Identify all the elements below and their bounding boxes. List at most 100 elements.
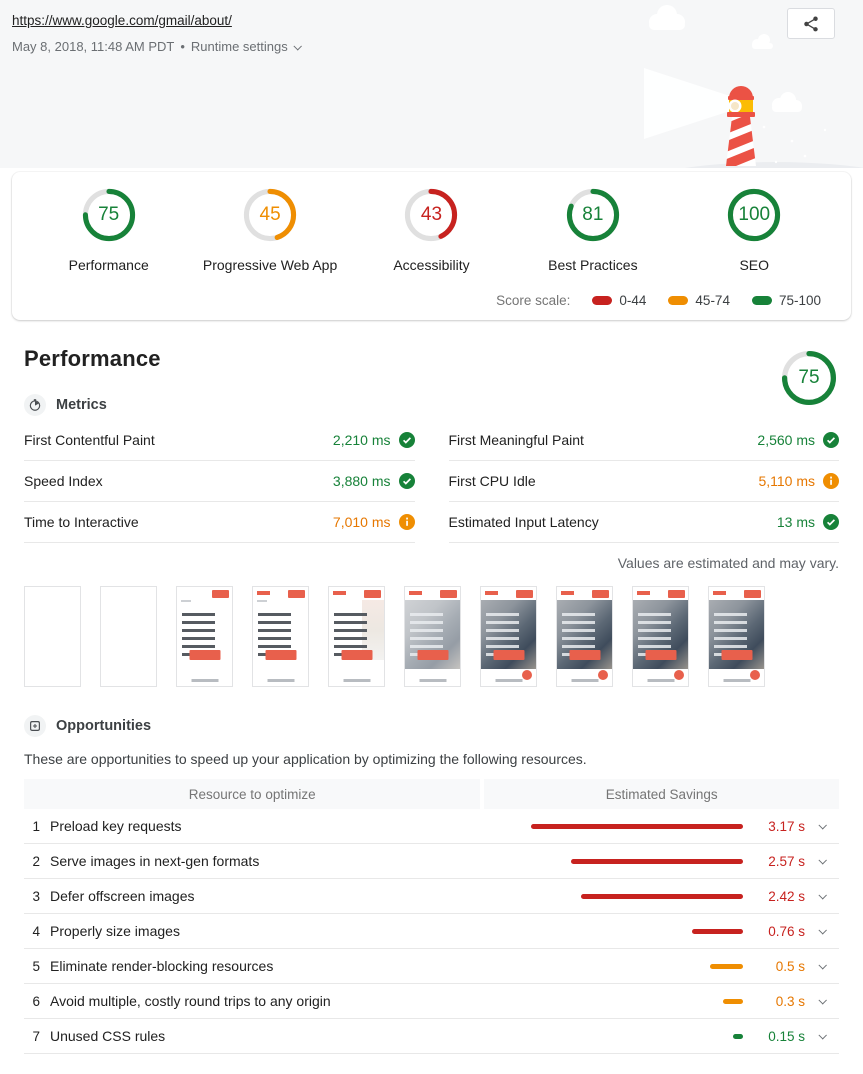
score-label: Progressive Web App xyxy=(202,257,338,273)
metric-value: 7,010 ms xyxy=(332,514,391,530)
score-range-pill xyxy=(592,296,613,305)
chevron-down-icon xyxy=(818,926,827,935)
metric-label: Estimated Input Latency xyxy=(448,514,599,530)
report-timestamp: May 8, 2018, 11:48 AM PDT xyxy=(12,39,175,54)
opportunities-title: Opportunities xyxy=(56,718,152,734)
runtime-settings-toggle[interactable]: Runtime settings xyxy=(190,39,302,54)
opportunity-row[interactable]: 7 Unused CSS rules 0.15 s xyxy=(24,1019,839,1054)
opportunity-row[interactable]: 3 Defer offscreen images 2.42 s xyxy=(24,879,839,914)
chevron-down-icon xyxy=(818,891,827,900)
opportunity-label: Preload key requests xyxy=(50,818,182,834)
filmstrip-thumbnail xyxy=(480,586,537,687)
savings-bar xyxy=(732,1033,743,1039)
opportunities-table: Resource to optimize Estimated Savings 1… xyxy=(24,779,839,1054)
opportunity-row[interactable]: 2 Serve images in next-gen formats 2.57 … xyxy=(24,844,839,879)
runtime-settings-label: Runtime settings xyxy=(190,39,288,54)
score-label: Best Practices xyxy=(548,257,638,273)
filmstrip-thumbnail xyxy=(404,586,461,687)
filmstrip xyxy=(24,586,863,687)
score-scale-row: Score scale: 0-44 45-74 75-100 xyxy=(28,293,835,308)
lighthouse-illustration xyxy=(644,5,863,168)
metrics-title: Metrics xyxy=(56,397,107,413)
info-circle-icon xyxy=(823,473,839,489)
filmstrip-thumbnail xyxy=(176,586,233,687)
column-header-resource: Resource to optimize xyxy=(24,779,481,809)
filmstrip-thumbnail xyxy=(632,586,689,687)
opportunity-number: 2 xyxy=(32,853,40,869)
score-scale-range-0-44: 0-44 xyxy=(592,293,646,308)
chevron-down-icon xyxy=(818,996,827,1005)
meta-separator: • xyxy=(180,39,185,54)
score-scale-range-45-74: 45-74 xyxy=(668,293,730,308)
opportunity-number: 3 xyxy=(32,888,40,904)
metric-label: First Contentful Paint xyxy=(24,432,155,448)
metric-label: Time to Interactive xyxy=(24,514,139,530)
score-label: SEO xyxy=(739,257,770,273)
estimate-note: Values are estimated and may vary. xyxy=(617,555,839,571)
performance-title: Performance xyxy=(24,346,161,371)
filmstrip-thumbnail xyxy=(708,586,765,687)
score-gauge-best-practices[interactable]: 81 Best Practices xyxy=(513,186,673,273)
metrics-header: Metrics xyxy=(24,394,839,416)
metric-row: First CPU Idle 5,110 ms xyxy=(448,461,839,502)
metric-value: 5,110 ms xyxy=(758,473,815,489)
metric-row: First Contentful Paint 2,210 ms xyxy=(24,420,415,461)
score-gauge-seo[interactable]: 100 SEO xyxy=(674,186,834,273)
savings-bar xyxy=(581,893,743,899)
report-meta-line: May 8, 2018, 11:48 AM PDT • Runtime sett… xyxy=(12,39,302,54)
opportunities-description: These are opportunities to speed up your… xyxy=(24,751,587,767)
chevron-down-icon xyxy=(818,821,827,830)
opportunity-number: 5 xyxy=(32,958,40,974)
share-button[interactable] xyxy=(787,8,835,39)
opportunity-number: 1 xyxy=(32,818,40,834)
savings-value: 2.42 s xyxy=(768,888,805,904)
metric-value: 3,880 ms xyxy=(332,473,391,489)
opportunities-section: Opportunities These are opportunities to… xyxy=(0,715,863,1054)
chevron-down-icon xyxy=(818,961,827,970)
metric-value: 13 ms xyxy=(776,514,815,530)
metrics-grid: First Contentful Paint 2,210 ms First Mea… xyxy=(24,420,839,543)
savings-value: 3.17 s xyxy=(768,818,805,834)
chevron-down-icon xyxy=(818,1031,827,1040)
opportunity-label: Defer offscreen images xyxy=(50,888,195,904)
check-circle-icon xyxy=(398,432,415,448)
score-gauge-accessibility[interactable]: 43 Accessibility xyxy=(351,186,511,273)
score-gauge-performance[interactable]: 75 Performance xyxy=(29,186,189,273)
opportunity-label: Eliminate render-blocking resources xyxy=(50,958,274,974)
filmstrip-thumbnail xyxy=(556,586,613,687)
filmstrip-thumbnail xyxy=(24,586,81,687)
share-icon xyxy=(804,16,818,31)
opportunity-icon xyxy=(24,715,46,737)
metric-label: First CPU Idle xyxy=(448,473,536,489)
opportunities-header: Opportunities xyxy=(24,715,839,737)
metric-value: 2,210 ms xyxy=(332,432,391,448)
savings-value: 0.3 s xyxy=(775,993,805,1009)
opportunity-number: 7 xyxy=(32,1028,40,1044)
savings-bar xyxy=(692,928,743,934)
score-scale-range-75-100: 75-100 xyxy=(751,293,821,308)
check-circle-icon xyxy=(398,473,415,489)
metric-value: 2,560 ms xyxy=(757,432,815,448)
report-url-link[interactable]: https://www.google.com/gmail/about/ xyxy=(12,13,232,28)
metric-label: First Meaningful Paint xyxy=(448,432,584,448)
check-circle-icon xyxy=(823,432,839,448)
score-label: Accessibility xyxy=(393,257,470,273)
metric-label: Speed Index xyxy=(24,473,103,489)
metric-row: Speed Index 3,880 ms xyxy=(24,461,415,502)
opportunity-label: Serve images in next-gen formats xyxy=(50,853,260,869)
opportunity-row[interactable]: 1 Preload key requests 3.17 s xyxy=(24,809,839,844)
timer-icon xyxy=(24,394,46,416)
chevron-down-icon xyxy=(818,856,827,865)
opportunities-table-header: Resource to optimize Estimated Savings xyxy=(24,779,839,809)
column-header-savings: Estimated Savings xyxy=(484,779,839,809)
savings-bar xyxy=(571,858,743,864)
chevron-down-icon xyxy=(293,41,302,51)
filmstrip-thumbnail xyxy=(252,586,309,687)
metric-row: Estimated Input Latency 13 ms xyxy=(448,502,839,543)
opportunity-row[interactable]: 5 Eliminate render-blocking resources 0.… xyxy=(24,949,839,984)
opportunity-row[interactable]: 6 Avoid multiple, costly round trips to … xyxy=(24,984,839,1019)
scores-summary-card: 75 Performance 45 Progressive Web App 43 Ac… xyxy=(12,172,851,320)
opportunity-row[interactable]: 4 Properly size images 0.76 s xyxy=(24,914,839,949)
performance-score-gauge[interactable]: 75 xyxy=(779,348,839,408)
score-gauge-progressive-web-app[interactable]: 45 Progressive Web App xyxy=(190,186,350,273)
